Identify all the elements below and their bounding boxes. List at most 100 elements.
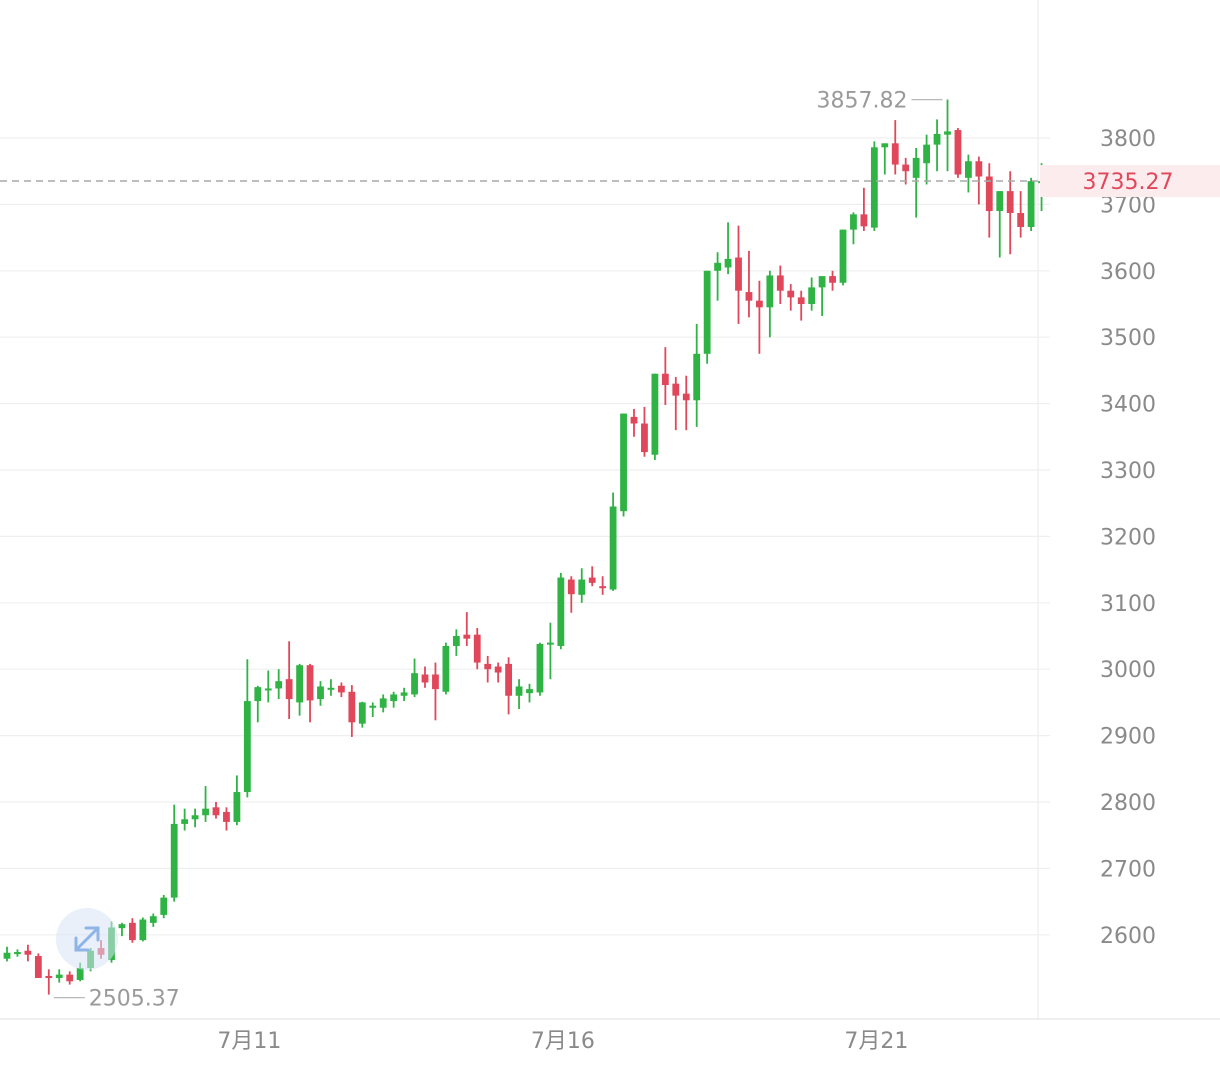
candle-body [463,634,471,639]
candle-body [296,665,303,703]
candle [285,641,293,719]
candle-body [965,161,972,178]
candle [484,655,492,683]
candle-body [1006,191,1014,214]
candle-body [379,698,387,708]
candle-body [944,131,951,135]
candle [66,971,74,985]
candle-body [693,353,701,401]
expand-arrows-icon [74,926,100,952]
candle [944,99,951,172]
candle [703,270,711,364]
y-tick-label: 3800 [1100,127,1156,152]
candle [515,679,523,710]
candle [609,492,617,591]
candle-body [818,276,826,288]
high-price-label: 3857.82 [817,89,908,114]
y-tick-label: 2700 [1100,857,1156,882]
candle-body [787,290,795,298]
candle-body [1017,213,1025,227]
expand-chart-button[interactable] [56,908,118,970]
candle-body [515,686,523,696]
candle-body [264,688,272,691]
candle [296,663,303,716]
candle [55,969,63,983]
candle-body [567,579,575,595]
candle-body [923,144,930,164]
candle-body [432,674,439,690]
candle-body [118,924,126,929]
candle-body [735,257,742,291]
candle-body [536,643,544,693]
y-tick-label: 2800 [1100,791,1156,816]
candle [212,802,220,819]
candle [463,612,471,646]
candle-body [306,665,314,701]
candle-body [599,586,607,589]
candle-body [975,161,983,177]
candle-body [881,143,889,148]
candle [578,568,586,603]
candle [933,119,941,172]
candle-body [891,143,899,165]
low-price-label: 2505.37 [89,987,180,1012]
candle [202,786,209,822]
candle [118,922,126,937]
candle-body [400,692,408,696]
candle-body [452,636,460,646]
candle [965,154,972,193]
candle-body [212,807,220,816]
candle [745,250,753,318]
candle-body [933,134,941,145]
candle [494,662,502,683]
candle [724,222,732,275]
candle-body [34,956,42,978]
grid-lines [0,137,1050,936]
candle-body [170,823,178,898]
candle-body [505,663,512,696]
candle [630,408,638,437]
candle-body [494,666,502,673]
candle-body [348,691,356,723]
candle [714,252,721,301]
candle [317,681,324,706]
candle [756,280,763,354]
candle [1027,177,1035,231]
candle-body [191,815,199,820]
candle [620,413,627,517]
candle [452,629,460,656]
current-price-label: 3735.27 [1083,170,1174,195]
x-tick-label: 7月11 [217,1029,281,1054]
candle [682,375,690,431]
x-tick-label: 7月16 [531,1029,595,1054]
candle-body [369,705,377,708]
candle-body [254,687,262,702]
y-tick-label: 2900 [1100,725,1156,750]
candle [348,685,356,737]
candle [829,270,836,291]
candle [902,157,910,185]
candle [912,147,920,218]
candle-body [829,276,836,283]
candle-body [808,287,816,304]
candle [358,701,366,728]
candle-body [338,685,345,693]
candle-body [724,258,732,268]
candle-body [233,792,241,822]
candle [327,679,335,696]
candle-body [14,952,21,955]
candle [181,808,189,831]
candle-body [45,975,53,978]
candle-body [870,147,878,228]
candle-body [588,577,596,583]
candle [411,658,418,698]
y-tick-label: 3100 [1100,592,1156,617]
candle-body [149,916,157,923]
candle [1017,191,1025,238]
candle [223,807,230,831]
candle-body [55,974,63,978]
candle-body [850,214,857,230]
candle-body [317,686,324,700]
candle-body [411,673,418,695]
candle [306,663,314,723]
